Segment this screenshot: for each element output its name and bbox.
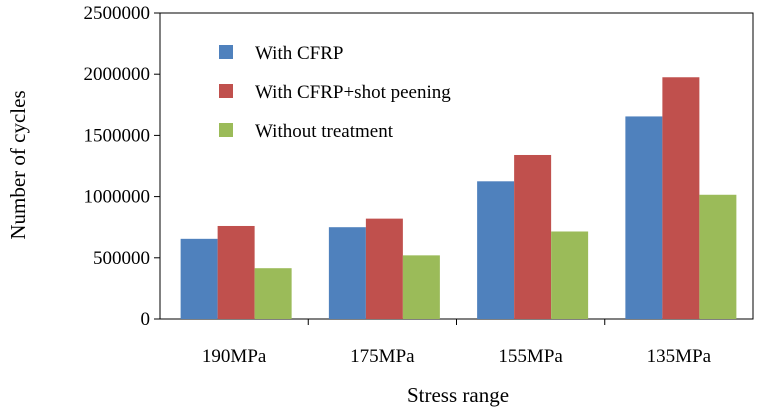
y-tick-label: 2000000 bbox=[84, 64, 151, 85]
legend-swatch bbox=[219, 45, 233, 59]
bar bbox=[402, 255, 440, 319]
legend: With CFRP With CFRP+shot peening Without t… bbox=[219, 43, 451, 142]
x-tick-label: 175MPa bbox=[350, 346, 415, 367]
bar bbox=[254, 268, 292, 319]
x-tick-label: 135MPa bbox=[647, 346, 712, 367]
legend-swatch bbox=[219, 84, 233, 98]
x-tick-label: 155MPa bbox=[498, 346, 563, 367]
bars bbox=[180, 77, 737, 319]
y-axis-title: Number of cycles bbox=[6, 90, 30, 239]
bar bbox=[328, 227, 366, 319]
x-axis-title: Stress range bbox=[407, 383, 509, 407]
tick-labels: 0 500000 1000000 1500000 2000000 2500000 190MP… bbox=[84, 3, 712, 367]
x-tick-label: 190MPa bbox=[202, 346, 267, 367]
legend-label: With CFRP bbox=[255, 43, 343, 64]
y-tick-label: 500000 bbox=[93, 248, 150, 269]
y-tick-label: 1000000 bbox=[84, 187, 151, 208]
y-tick-label: 1500000 bbox=[84, 125, 151, 146]
bar bbox=[477, 181, 515, 319]
bar bbox=[365, 218, 403, 319]
bar bbox=[699, 194, 737, 319]
bar bbox=[514, 154, 552, 319]
bar bbox=[551, 231, 589, 319]
bar bbox=[217, 225, 255, 319]
y-tick-label: 0 bbox=[141, 309, 151, 330]
y-tick-label: 2500000 bbox=[84, 3, 151, 24]
legend-label: With CFRP+shot peening bbox=[255, 82, 451, 103]
bar bbox=[625, 116, 663, 319]
axes bbox=[154, 12, 754, 325]
bar bbox=[662, 77, 700, 319]
legend-swatch bbox=[219, 123, 233, 137]
legend-label: Without treatment bbox=[255, 121, 394, 142]
bar bbox=[180, 238, 218, 319]
